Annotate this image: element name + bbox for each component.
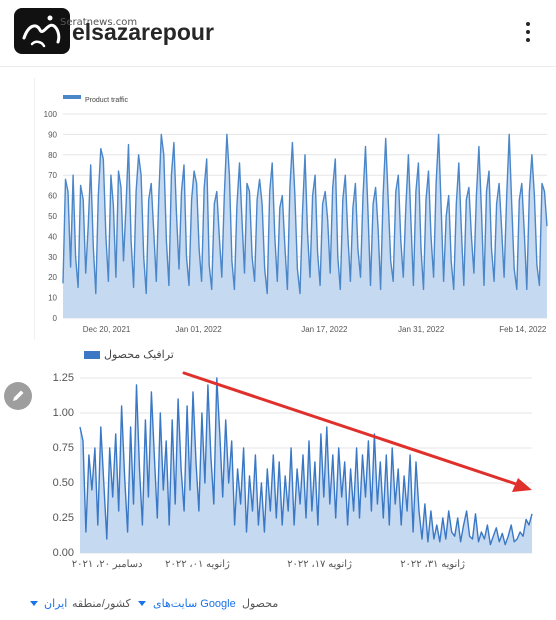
y-tick-label: 1.00 xyxy=(53,407,74,419)
y-tick-label: 70 xyxy=(48,171,57,180)
y-tick-label: 0.25 xyxy=(53,512,74,524)
y-tick-label: 80 xyxy=(48,151,57,160)
country-label: کشور/منطقه xyxy=(72,598,131,610)
legend-swatch xyxy=(63,95,81,99)
y-tick-label: 0.75 xyxy=(53,442,74,454)
vertical-dots-icon[interactable] xyxy=(518,20,538,44)
y-tick-label: 0.00 xyxy=(53,547,74,559)
y-tick-label: 10 xyxy=(48,294,57,303)
x-tick-label: دسامبر ۲۰، ۲۰۲۱ xyxy=(72,559,143,570)
x-tick-label: ژانویه ۱۷، ۲۰۲۲ xyxy=(287,559,352,570)
x-tick-label: Jan 17, 2022 xyxy=(301,325,348,334)
series-line xyxy=(79,377,533,546)
y-tick-label: 0 xyxy=(53,314,58,323)
y-tick-label: 0.50 xyxy=(53,477,74,489)
trend-arrow-line xyxy=(182,371,521,487)
y-tick-label: 90 xyxy=(48,130,57,139)
y-tick-label: 30 xyxy=(48,253,57,262)
y-tick-label: 40 xyxy=(48,232,57,241)
post-header: Seratnews.com elsazarepour xyxy=(0,0,556,67)
legend-swatch xyxy=(84,351,100,359)
x-tick-label: ژانویه ۳۱، ۲۰۲۲ xyxy=(400,559,465,570)
product-traffic-chart-english: 100 90 80 70 60 50 40 30 20 10 0 Dec 20, 2021 Jan 01… xyxy=(34,78,555,340)
country-dropdown-caret-icon[interactable] xyxy=(30,601,38,606)
trend-arrow-head-icon xyxy=(512,478,532,492)
account-username[interactable]: elsazarepour xyxy=(72,19,214,45)
x-tick-label: ژانویه ۰۱، ۲۰۲۲ xyxy=(165,559,230,570)
y-tick-label: 50 xyxy=(48,212,57,221)
watermark-text: Seratnews.com xyxy=(60,17,138,28)
seraat-logo-icon[interactable] xyxy=(14,8,70,54)
series-line xyxy=(62,133,548,295)
filter-bar: ایران کشور/منطقه سایت‌های Google محصول xyxy=(0,588,556,620)
legend-label: ترافیک محصول xyxy=(104,349,174,361)
product-label: محصول xyxy=(242,598,279,610)
series-area xyxy=(80,378,532,553)
y-tick-label: 60 xyxy=(48,192,57,201)
x-tick-label: Jan 01, 2022 xyxy=(175,325,222,334)
surface-dropdown[interactable]: سایت‌های Google xyxy=(153,598,236,610)
x-tick-label: Feb 14, 2022 xyxy=(499,325,547,334)
x-tick-label: Dec 20, 2021 xyxy=(83,325,131,334)
y-tick-label: 100 xyxy=(44,110,58,119)
legend-label: Product traffic xyxy=(85,97,129,104)
y-tick-label: 1.25 xyxy=(53,372,74,384)
surface-dropdown-caret-icon[interactable] xyxy=(138,601,146,606)
y-tick-label: 20 xyxy=(48,273,57,282)
pencil-icon[interactable] xyxy=(4,382,32,410)
x-tick-label: Jan 31, 2022 xyxy=(398,325,445,334)
product-traffic-chart-persian: 1.25 1.00 0.75 0.50 0.25 0.00 دسامبر ۲۰، ۲۰۲۱ ژ… xyxy=(34,342,554,582)
country-dropdown[interactable]: ایران xyxy=(44,598,68,610)
